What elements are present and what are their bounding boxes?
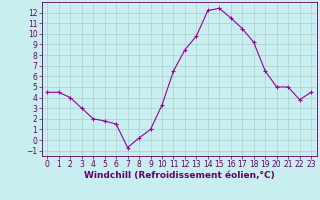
X-axis label: Windchill (Refroidissement éolien,°C): Windchill (Refroidissement éolien,°C) bbox=[84, 171, 275, 180]
